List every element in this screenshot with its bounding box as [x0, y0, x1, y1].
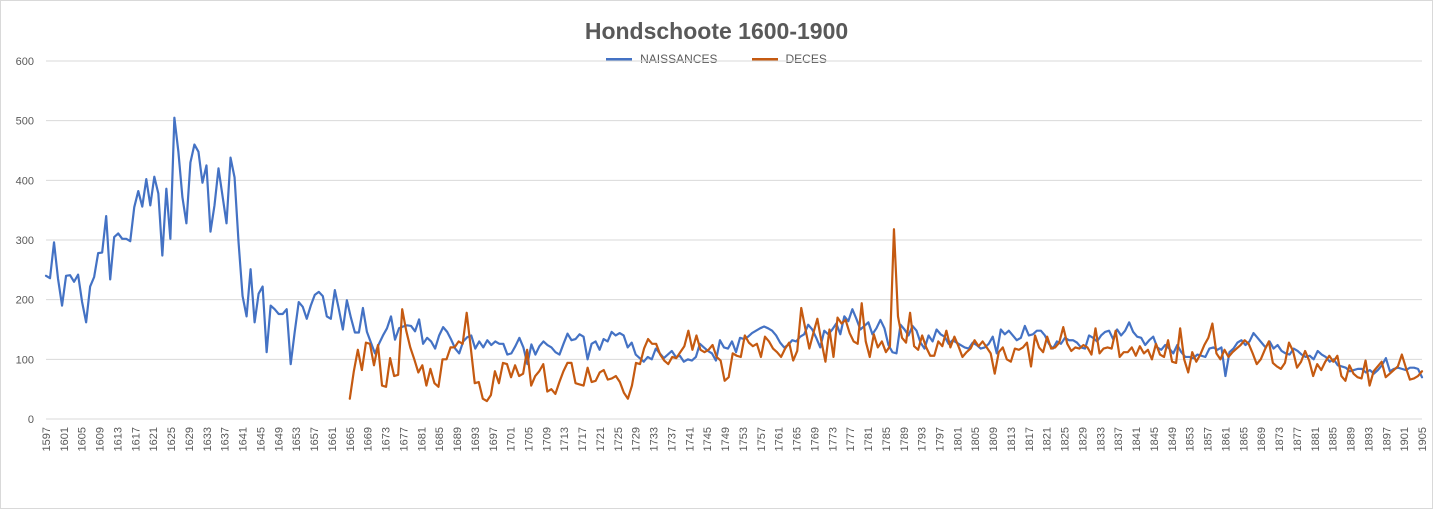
x-tick-label: 1805 [970, 427, 982, 451]
x-tick-label: 1889 [1346, 427, 1358, 451]
x-tick-label: 1621 [148, 427, 160, 451]
x-tick-label: 1777 [845, 427, 857, 451]
x-tick-label: 1637 [220, 427, 232, 451]
legend-label-deces: DECES [785, 52, 827, 66]
x-tick-label: 1705 [523, 427, 535, 451]
x-tick-label: 1597 [41, 427, 53, 451]
legend-item-deces: DECES [751, 52, 827, 66]
legend-swatch-naissances [606, 57, 633, 61]
x-tick-label: 1837 [1113, 427, 1125, 451]
x-tick-label: 1701 [506, 427, 518, 451]
x-tick-label: 1801 [952, 427, 964, 451]
x-tick-label: 1897 [1381, 427, 1393, 451]
x-tick-label: 1729 [631, 427, 643, 451]
x-tick-label: 1853 [1185, 427, 1197, 451]
x-tick-label: 1781 [863, 427, 875, 451]
x-tick-label: 1609 [95, 427, 107, 451]
x-tick-label: 1869 [1256, 427, 1268, 451]
x-tick-label: 1825 [1060, 427, 1072, 451]
x-tick-label: 1661 [327, 427, 339, 451]
x-tick-label: 1633 [202, 427, 214, 451]
x-tick-label: 1725 [613, 427, 625, 451]
x-tick-label: 1857 [1203, 427, 1215, 451]
x-tick-label: 1737 [666, 427, 678, 451]
x-tick-label: 1785 [881, 427, 893, 451]
x-tick-label: 1905 [1417, 427, 1429, 451]
x-tick-label: 1745 [702, 427, 714, 451]
y-tick-label: 300 [16, 235, 34, 247]
legend-swatch-deces [751, 57, 778, 61]
x-tick-label: 1833 [1095, 427, 1107, 451]
x-tick-label: 1797 [935, 427, 947, 451]
y-tick-label: 400 [16, 175, 34, 187]
y-tick-label: 600 [16, 56, 34, 68]
x-tick-label: 1765 [792, 427, 804, 451]
x-tick-label: 1769 [809, 427, 821, 451]
y-tick-label: 0 [28, 414, 34, 426]
x-tick-label: 1733 [649, 427, 661, 451]
legend-item-naissances: NAISSANCES [606, 52, 718, 66]
x-tick-label: 1697 [488, 427, 500, 451]
x-tick-label: 1881 [1310, 427, 1322, 451]
x-tick-label: 1709 [541, 427, 553, 451]
x-tick-label: 1893 [1363, 427, 1375, 451]
x-tick-label: 1601 [59, 427, 71, 451]
series-line-naissances [44, 116, 1424, 379]
x-tick-label: 1877 [1292, 427, 1304, 451]
series-line-deces [348, 228, 1424, 403]
x-tick-label: 1817 [1024, 427, 1036, 451]
x-tick-label: 1689 [452, 427, 464, 451]
x-tick-label: 1713 [559, 427, 571, 451]
x-tick-label: 1821 [1042, 427, 1054, 451]
x-tick-label: 1625 [166, 427, 178, 451]
x-tick-label: 1749 [720, 427, 732, 451]
legend-label-naissances: NAISSANCES [640, 52, 718, 66]
x-tick-label: 1641 [238, 427, 250, 451]
chart-title: Hondschoote 1600-1900 [584, 18, 849, 44]
x-tick-label: 1849 [1167, 427, 1179, 451]
x-tick-label: 1901 [1399, 427, 1411, 451]
x-tick-label: 1761 [774, 427, 786, 451]
x-tick-label: 1681 [416, 427, 428, 451]
x-tick-label: 1673 [381, 427, 393, 451]
x-tick-label: 1649 [273, 427, 285, 451]
x-tick-label: 1657 [309, 427, 321, 451]
chart-legend: NAISSANCES DECES [0, 52, 1433, 66]
x-tick-label: 1865 [1238, 427, 1250, 451]
x-tick-label: 1669 [363, 427, 375, 451]
x-tick-label: 1841 [1131, 427, 1143, 451]
x-tick-label: 1677 [398, 427, 410, 451]
x-tick-label: 1885 [1328, 427, 1340, 451]
x-tick-label: 1717 [577, 427, 589, 451]
x-tick-label: 1753 [738, 427, 750, 451]
x-tick-label: 1629 [184, 427, 196, 451]
x-tick-label: 1789 [899, 427, 911, 451]
x-tick-label: 1757 [756, 427, 768, 451]
x-tick-label: 1685 [434, 427, 446, 451]
x-tick-label: 1653 [291, 427, 303, 451]
x-tick-label: 1665 [345, 427, 357, 451]
x-tick-label: 1845 [1149, 427, 1161, 451]
x-tick-label: 1613 [112, 427, 124, 451]
x-tick-label: 1721 [595, 427, 607, 451]
y-tick-label: 500 [16, 116, 34, 128]
x-tick-label: 1617 [130, 427, 142, 451]
x-tick-label: 1773 [827, 427, 839, 451]
x-tick-label: 1793 [917, 427, 929, 451]
y-tick-label: 100 [16, 354, 34, 366]
x-tick-label: 1645 [255, 427, 267, 451]
x-tick-label: 1809 [988, 427, 1000, 451]
x-tick-label: 1829 [1077, 427, 1089, 451]
x-tick-label: 1741 [684, 427, 696, 451]
x-tick-label: 1605 [77, 427, 89, 451]
x-tick-label: 1693 [470, 427, 482, 451]
x-tick-label: 1813 [1006, 427, 1018, 451]
x-tick-label: 1861 [1220, 427, 1232, 451]
y-tick-label: 200 [16, 295, 34, 307]
x-tick-label: 1873 [1274, 427, 1286, 451]
